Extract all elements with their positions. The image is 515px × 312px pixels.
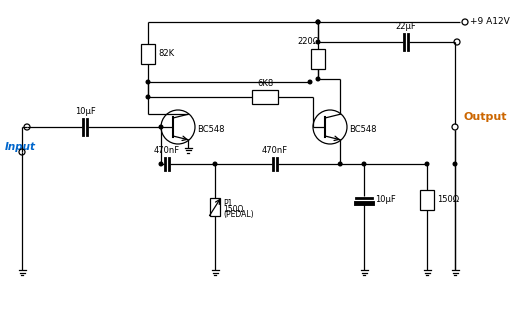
Circle shape [316,40,320,44]
Circle shape [308,80,312,84]
Circle shape [316,77,320,81]
Bar [252,90,278,104]
Circle shape [316,20,320,24]
Text: 10μF: 10μF [75,107,95,116]
Text: +9 A12V: +9 A12V [470,17,510,27]
Circle shape [425,162,429,166]
Text: 150Ω: 150Ω [223,204,244,213]
Text: 6K8: 6K8 [257,79,273,88]
Text: 22μF: 22μF [396,22,416,31]
Text: Output: Output [463,112,506,122]
Text: Input: Input [5,142,36,152]
Circle shape [453,162,457,166]
Circle shape [362,162,366,166]
Text: 220Ω: 220Ω [297,37,319,46]
Text: (PEDAL): (PEDAL) [223,209,253,218]
Text: 150Ω: 150Ω [437,196,459,204]
Text: BC548: BC548 [349,125,376,134]
Circle shape [159,125,163,129]
Circle shape [146,80,150,84]
Bar [210,198,220,216]
Bar [141,44,155,64]
Text: 10μF: 10μF [375,196,396,204]
Text: 470nF: 470nF [154,146,180,155]
Text: BC548: BC548 [197,124,225,134]
Text: 82K: 82K [158,50,174,59]
Circle shape [159,162,163,166]
Text: P1: P1 [223,199,232,208]
Circle shape [338,162,342,166]
Text: 470nF: 470nF [262,146,288,155]
Circle shape [213,162,217,166]
Bar [311,49,325,69]
Bar [420,190,434,210]
Circle shape [146,95,150,99]
Circle shape [316,20,320,24]
